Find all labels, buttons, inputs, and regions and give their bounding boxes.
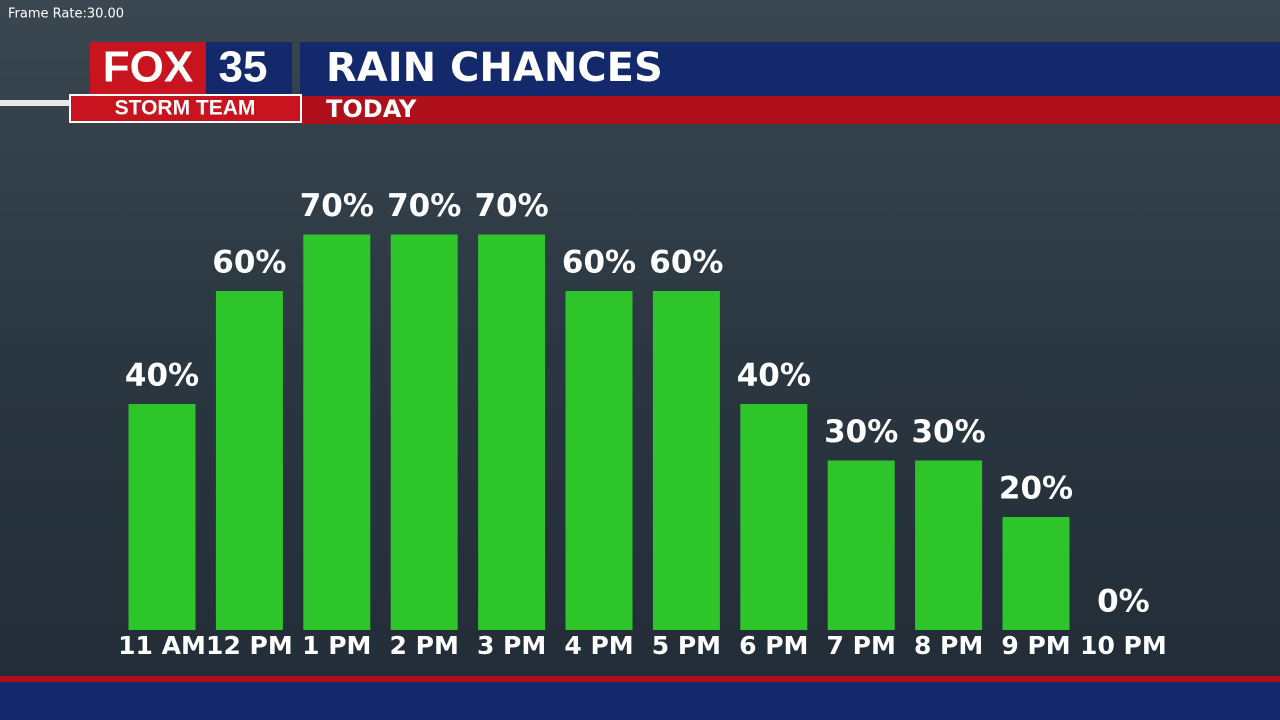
logo-team: STORM TEAM [115,97,256,120]
value-label: 40% [125,358,199,394]
x-tick-label: 2 PM [390,631,459,660]
title-banner [300,42,1280,96]
frame-rate: Frame Rate:30.00 [8,7,124,22]
logo-team-box [69,94,302,123]
bar [827,460,895,630]
value-label: 70% [300,188,374,224]
bar [128,404,196,630]
value-label: 40% [737,358,811,394]
logo-fox-box [90,42,206,94]
x-tick-label: 7 PM [827,631,896,660]
value-label: 60% [212,245,286,281]
bar [390,234,458,630]
x-tick-label: 3 PM [477,631,546,660]
bar [303,234,371,630]
chart-title: RAIN CHANCES [326,45,663,91]
x-tick-label: 1 PM [302,631,371,660]
logo-channel: 35 [219,43,268,92]
logo-number-box [206,42,292,94]
subtitle-banner [300,96,1280,124]
bottom-red-line [0,676,1280,682]
bar [565,291,633,630]
x-tick-label: 11 AM [118,631,206,660]
value-label: 60% [649,245,723,281]
x-tick-label: 4 PM [564,631,633,660]
chart-subtitle: TODAY [326,95,417,123]
x-tick-label: 8 PM [914,631,983,660]
bar [740,404,808,630]
bar [215,291,283,630]
value-label: 20% [999,471,1073,507]
value-label: 70% [387,188,461,224]
x-tick-label: 9 PM [1001,631,1070,660]
value-label: 70% [474,188,548,224]
bar [478,234,546,630]
x-tick-label: 12 PM [206,631,293,660]
accent-line [0,100,70,106]
bar [652,291,720,630]
value-label: 60% [562,245,636,281]
logo-brand: FOX [103,43,193,92]
value-label: 30% [911,414,985,450]
bar [915,460,983,630]
bottom-banner [0,682,1280,720]
value-label: 0% [1097,584,1150,620]
bar [1002,517,1070,630]
x-tick-label: 10 PM [1080,631,1167,660]
x-tick-label: 6 PM [739,631,808,660]
value-label: 30% [824,414,898,450]
x-tick-label: 5 PM [652,631,721,660]
